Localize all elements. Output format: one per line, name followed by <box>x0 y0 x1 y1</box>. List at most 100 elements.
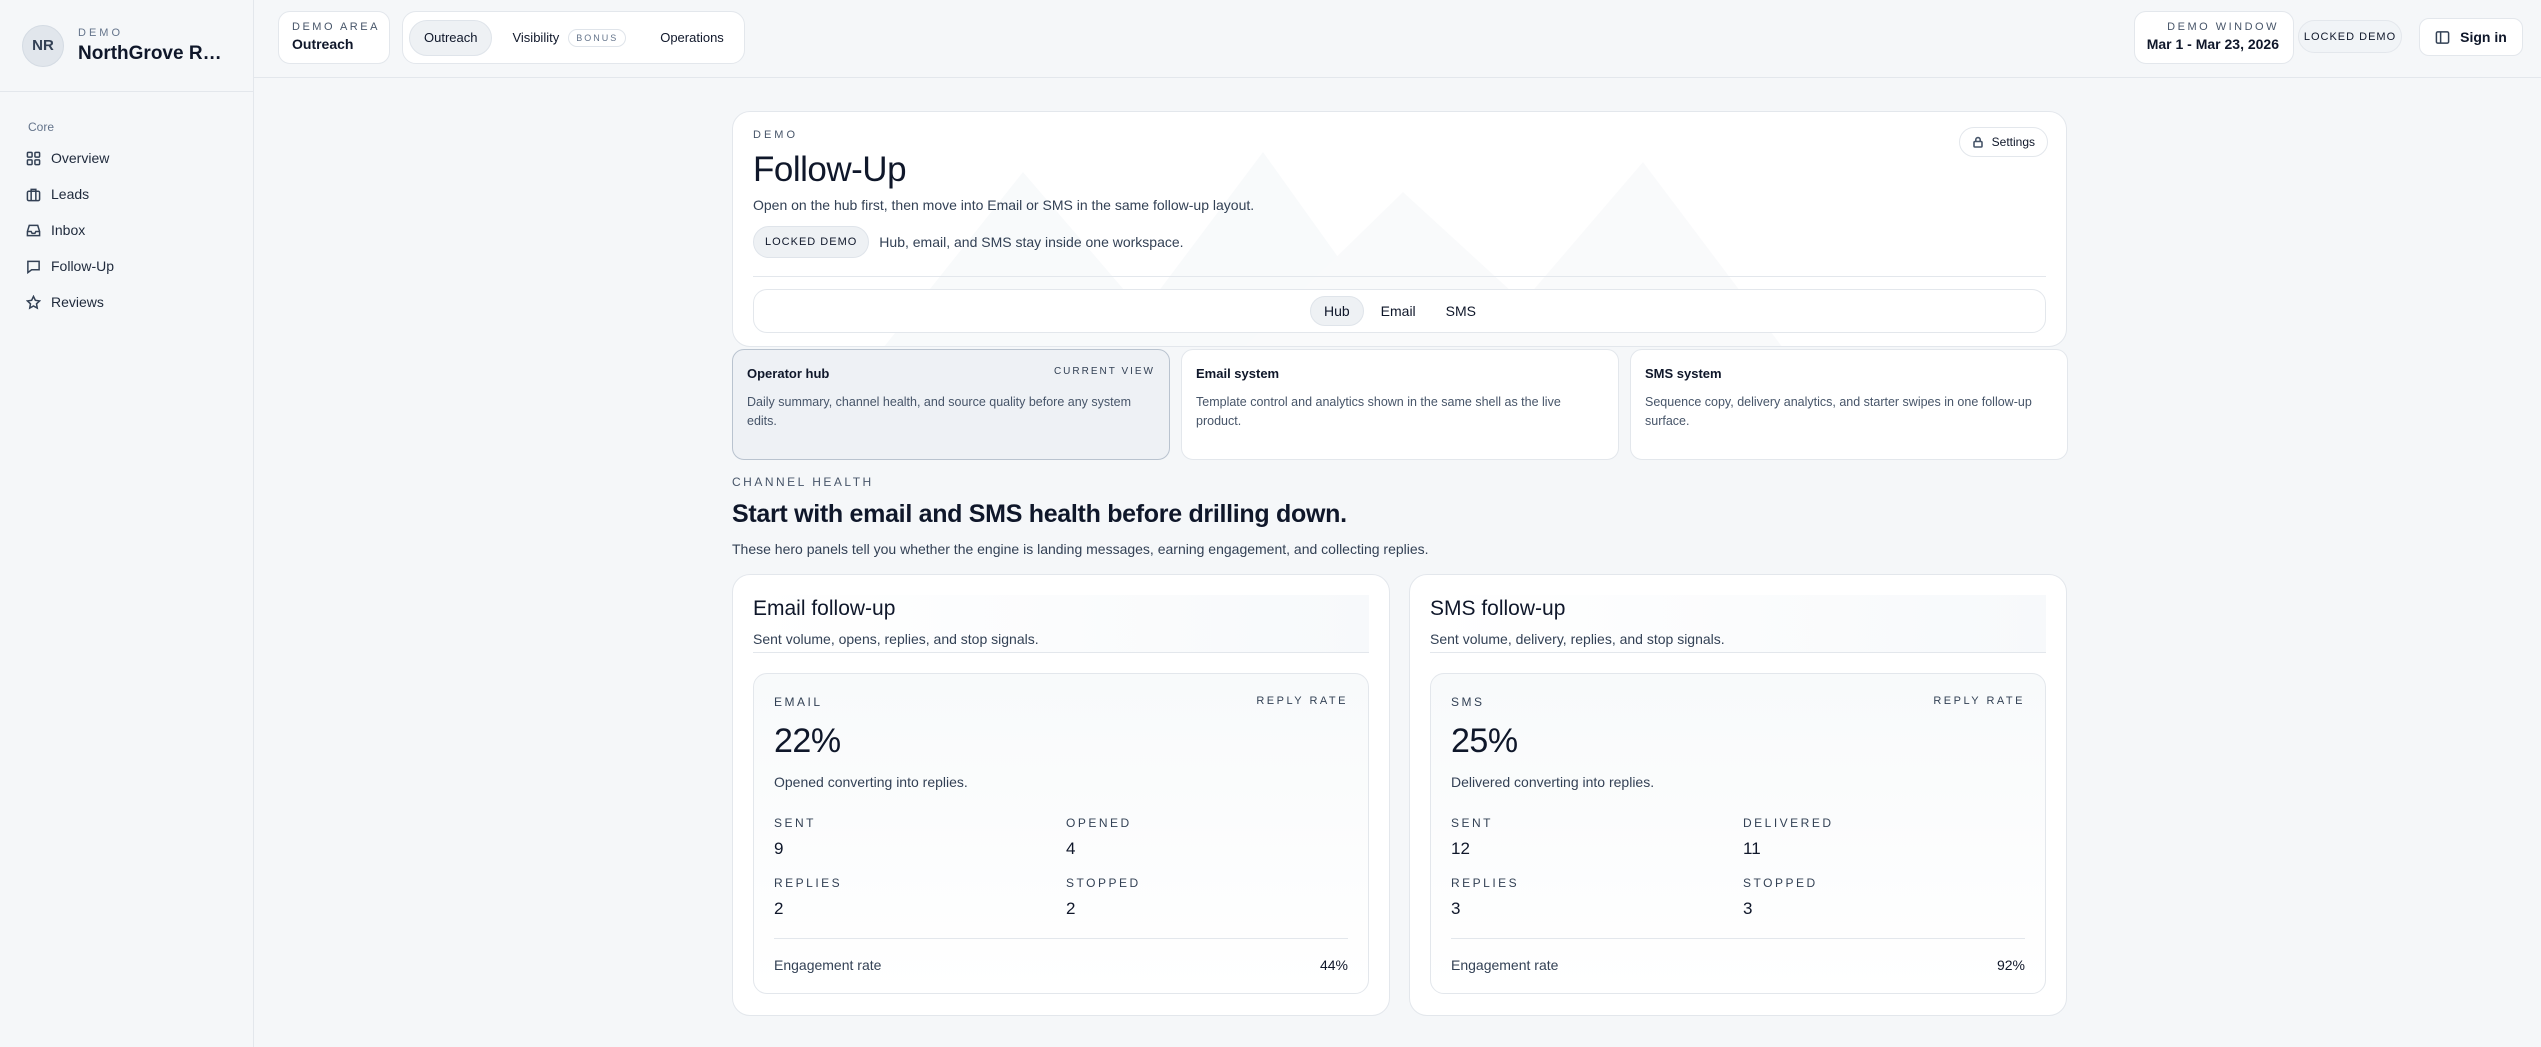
avatar: NR <box>22 24 64 67</box>
channel-health-subtitle: These hero panels tell you whether the e… <box>732 541 1429 557</box>
sidebar-item-leads[interactable]: Leads <box>0 176 253 212</box>
grid-icon <box>26 151 41 165</box>
inbox-icon <box>26 224 41 236</box>
tab-label: Outreach <box>424 30 478 45</box>
view-card-email-system[interactable]: Email system Template control and analyt… <box>1181 349 1619 460</box>
demo-area-selector[interactable]: DEMO AREA Outreach <box>278 11 390 64</box>
nav-section-label: Core <box>28 120 55 134</box>
brand-eyebrow: DEMO <box>78 26 123 39</box>
sidebar-item-label: Leads <box>51 186 90 202</box>
tab-operations[interactable]: Operations <box>646 20 738 56</box>
panel-subtitle: Sent volume, delivery, replies, and stop… <box>1430 631 1725 647</box>
metric-value: 11 <box>1743 839 1761 858</box>
message-icon <box>27 260 40 274</box>
metric-value: 2 <box>774 899 784 918</box>
follow-up-subtabs: Hub Email SMS <box>753 289 2046 333</box>
sidebar-item-label: Follow-Up <box>51 258 115 274</box>
panel-title: SMS follow-up <box>1430 597 1566 620</box>
metric-replies: REPLIES 2 <box>774 876 1034 919</box>
view-card-description: Sequence copy, delivery analytics, and s… <box>1645 395 2032 428</box>
metric-value: 2 <box>1066 899 1076 918</box>
tab-email[interactable]: Email <box>1380 303 1416 319</box>
engagement-value: 92% <box>1996 957 2025 973</box>
demo-window[interactable]: DEMO WINDOW Mar 1 - Mar 23, 2026 <box>2134 11 2294 64</box>
sidebar-item-overview[interactable]: Overview <box>0 140 253 176</box>
hero-divider <box>753 276 2046 277</box>
locked-demo-chip: LOCKED DEMO <box>753 226 870 258</box>
sms-follow-up-panel: SMS follow-up Sent volume, delivery, rep… <box>1409 574 2067 1016</box>
tab-outreach[interactable]: Outreach <box>409 19 493 56</box>
star-icon <box>26 294 41 309</box>
tab-visibility[interactable]: Visibility BONUS <box>498 20 640 56</box>
bonus-badge: BONUS <box>568 28 627 47</box>
reply-rate-value: 25% <box>1451 722 1518 760</box>
lock-icon <box>1972 136 1983 148</box>
page-subtitle: Open on the hub first, then move into Em… <box>753 197 1255 213</box>
engagement-value: 44% <box>1319 957 1348 973</box>
metric-label: REPLIES <box>774 876 843 890</box>
reply-rate-label: REPLY RATE <box>1256 695 1348 707</box>
metric-label: OPENED <box>1066 816 1132 830</box>
sidebar-item-label: Overview <box>51 150 110 166</box>
stat-divider <box>1451 938 2025 939</box>
metric-value: 4 <box>1066 839 1076 858</box>
brand[interactable]: NR DEMO NorthGrove Roof... <box>0 0 253 92</box>
channel-health-title: Start with email and SMS health before d… <box>732 500 1347 528</box>
sms-stat-card: SMS REPLY RATE 25% Delivered converting … <box>1430 673 2046 994</box>
demo-window-value: Mar 1 - Mar 23, 2026 <box>2146 36 2279 52</box>
hero-eyebrow: DEMO <box>753 129 798 141</box>
tab-hub[interactable]: Hub <box>1309 296 1364 326</box>
metric-stopped: STOPPED 3 <box>1743 876 2003 919</box>
area-tabs: Outreach Visibility BONUS Operations <box>402 11 745 64</box>
sign-in-button[interactable]: Sign in <box>2419 18 2523 56</box>
metric-label: STOPPED <box>1066 876 1141 890</box>
channel-label: SMS <box>1451 695 1485 709</box>
sidebar-toggle-icon <box>2435 30 2450 44</box>
demo-window-label: DEMO WINDOW <box>2167 21 2279 33</box>
view-card-sms-system[interactable]: SMS system Sequence copy, delivery analy… <box>1630 349 2068 460</box>
sidebar-nav: Overview Leads Inbox Follow-Up Reviews <box>0 140 253 320</box>
metric-value: 12 <box>1451 839 1470 858</box>
sidebar-item-inbox[interactable]: Inbox <box>0 212 253 248</box>
settings-label: Settings <box>1991 135 2035 149</box>
demo-area-value: Outreach <box>292 36 354 52</box>
sidebar-item-label: Inbox <box>51 222 86 238</box>
engagement-label: Engagement rate <box>774 957 882 973</box>
sidebar: NR DEMO NorthGrove Roof... Core Overview… <box>0 0 254 1047</box>
demo-area-label: DEMO AREA <box>292 21 380 33</box>
view-card-title: Operator hub <box>747 366 830 381</box>
locked-demo-badge: LOCKED DEMO <box>2298 20 2402 53</box>
locked-demo-text: Hub, email, and SMS stay inside one work… <box>879 234 1184 250</box>
tab-label: Visibility <box>512 30 560 45</box>
briefcase-icon <box>26 188 41 201</box>
view-card-description: Template control and analytics shown in … <box>1196 395 1561 428</box>
view-card-title: SMS system <box>1645 366 1722 381</box>
metric-delivered: DELIVERED 11 <box>1743 816 2003 859</box>
sidebar-item-reviews[interactable]: Reviews <box>0 284 253 320</box>
reply-rate-caption: Opened converting into replies. <box>774 774 968 790</box>
metric-label: DELIVERED <box>1743 816 1834 830</box>
sidebar-item-label: Reviews <box>51 294 104 310</box>
email-stat-card: EMAIL REPLY RATE 22% Opened converting i… <box>753 673 1369 994</box>
page-title: Follow-Up <box>753 150 907 189</box>
view-card-title: Email system <box>1196 366 1280 381</box>
metric-label: STOPPED <box>1743 876 1818 890</box>
tab-sms[interactable]: SMS <box>1445 303 1477 319</box>
settings-button[interactable]: Settings <box>1958 127 2048 157</box>
view-card-operator-hub[interactable]: Operator hub CURRENT VIEW Daily summary,… <box>732 349 1170 460</box>
reply-rate-caption: Delivered converting into replies. <box>1451 774 1655 790</box>
metric-replies: REPLIES 3 <box>1451 876 1711 919</box>
panel-subtitle: Sent volume, opens, replies, and stop si… <box>753 631 1039 647</box>
metric-label: SENT <box>1451 816 1494 830</box>
metric-stopped: STOPPED 2 <box>1066 876 1326 919</box>
channel-label: EMAIL <box>774 695 823 709</box>
engagement-label: Engagement rate <box>1451 957 1559 973</box>
brand-name: NorthGrove Roof... <box>78 42 228 64</box>
sign-in-label: Sign in <box>2460 29 2507 45</box>
sidebar-item-follow-up[interactable]: Follow-Up <box>0 248 253 284</box>
metric-value: 9 <box>774 839 784 858</box>
metric-label: REPLIES <box>1451 876 1520 890</box>
metric-sent: SENT 12 <box>1451 816 1711 859</box>
metric-value: 3 <box>1451 899 1461 918</box>
metric-sent: SENT 9 <box>774 816 1034 859</box>
